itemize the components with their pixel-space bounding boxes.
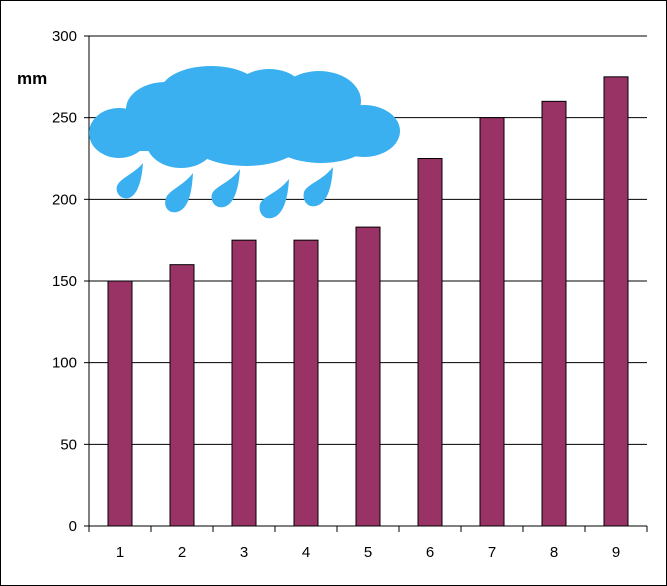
x-tick-label: 1 [116,544,124,561]
rain-cloud-icon [89,66,400,219]
bar-9 [603,76,629,527]
x-tick-label: 9 [612,544,620,561]
y-tick-label: 150 [52,273,77,290]
x-tick-label: 5 [364,544,372,561]
bar-7 [479,117,505,527]
x-tick-label: 6 [426,544,434,561]
bar-5 [355,226,381,527]
bar-1 [107,280,133,527]
bars [107,76,629,527]
bar-3 [231,239,257,527]
bar-6 [417,158,443,527]
bar-2 [169,264,195,527]
y-tick-label: 100 [52,355,77,372]
x-tick-label: 3 [240,544,248,561]
bar-4 [293,239,319,527]
y-tick-label: 0 [69,518,77,535]
x-tick-label: 4 [302,544,310,561]
y-axis-label: mm [17,69,47,88]
y-tick-label: 50 [60,436,77,453]
x-tick-label: 2 [178,544,186,561]
x-tick-label: 7 [488,544,496,561]
axes [84,35,648,532]
y-tick-label: 250 [52,110,77,127]
y-tick-label: 200 [52,191,77,208]
tick-labels: 0 50 100 150 200 250 300 1 2 3 4 5 6 7 8 9 [52,28,620,561]
bar-8 [541,100,567,527]
x-tick-label: 8 [550,544,558,561]
y-tick-label: 300 [52,28,77,45]
